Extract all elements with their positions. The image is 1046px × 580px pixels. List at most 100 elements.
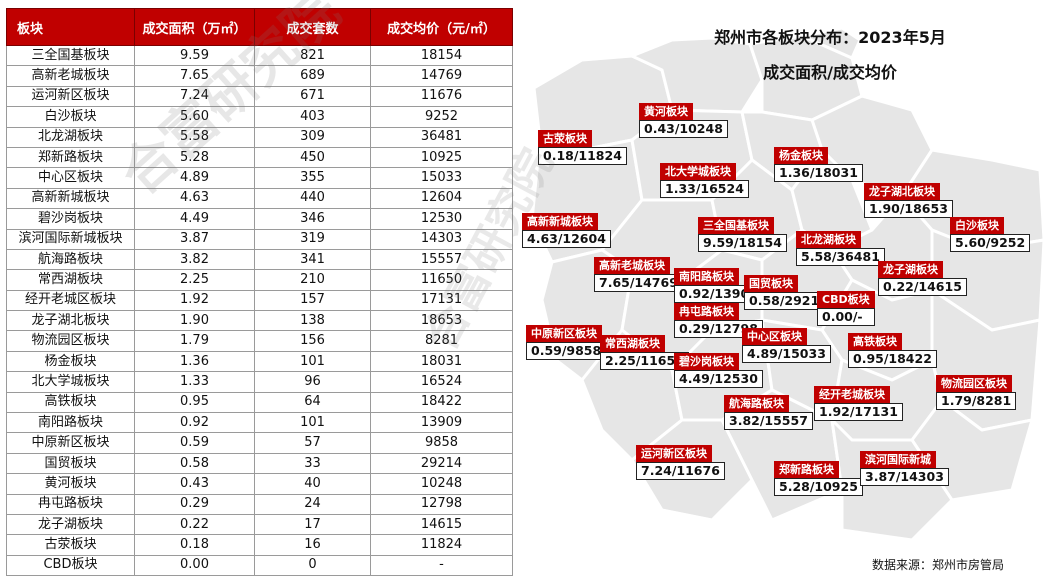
table-row: 高铁板块 0.95 64 18422 bbox=[6, 391, 513, 414]
table-row: 郑新路板块 5.28 450 10925 bbox=[6, 146, 513, 169]
table-row: 中原新区板块 0.59 57 9858 bbox=[6, 432, 513, 454]
map-label-value: 0.22/14615 bbox=[878, 278, 967, 296]
cell-price: 11650 bbox=[370, 269, 513, 291]
map-label-name: 冉屯路板块 bbox=[674, 303, 739, 320]
map-title: 郑州市各板块分布：2023年5月 bbox=[714, 28, 946, 47]
cell-price: 11824 bbox=[370, 534, 513, 556]
cell-area: 3.87 bbox=[134, 228, 255, 250]
map-label-name: 碧沙岗板块 bbox=[674, 353, 739, 370]
cell-sector: 国贸板块 bbox=[6, 452, 135, 475]
map-label-value: 4.49/12530 bbox=[674, 370, 763, 388]
cell-price: 12530 bbox=[370, 208, 513, 230]
cell-area: 1.79 bbox=[134, 330, 255, 352]
cell-area: 0.29 bbox=[134, 493, 255, 515]
cell-units: 156 bbox=[254, 330, 371, 352]
cell-price: 14769 bbox=[370, 65, 513, 87]
cell-area: 5.58 bbox=[134, 126, 255, 148]
cell-units: 403 bbox=[254, 106, 371, 128]
map-label-value: 4.63/12604 bbox=[522, 230, 611, 248]
sector-stats-table: 板块 成交面积（万㎡） 成交套数 成交均价（元/㎡） 三全国基板块 9.59 821… bbox=[6, 8, 513, 577]
map-label: 中心区板块 4.89/15033 bbox=[742, 325, 831, 363]
map-label-name: 白沙板块 bbox=[950, 217, 1004, 234]
cell-area: 4.89 bbox=[134, 167, 255, 189]
cell-units: 440 bbox=[254, 187, 371, 210]
cell-price: 10925 bbox=[370, 146, 513, 169]
table-row: 国贸板块 0.58 33 29214 bbox=[6, 452, 513, 475]
table-row: 滨河国际新城板块 3.87 319 14303 bbox=[6, 228, 513, 250]
cell-area: 5.60 bbox=[134, 106, 255, 128]
header-price: 成交均价（元/㎡） bbox=[370, 8, 513, 46]
cell-area: 0.00 bbox=[134, 554, 255, 577]
cell-price: 18031 bbox=[370, 350, 513, 373]
map-label-value: 0.95/18422 bbox=[848, 350, 937, 368]
cell-units: 355 bbox=[254, 167, 371, 189]
cell-price: 8281 bbox=[370, 330, 513, 352]
map-label: 经开老城板块 1.92/17131 bbox=[814, 383, 903, 421]
map-label-name: 滨河国际新城 bbox=[860, 451, 936, 468]
map-label-value: 0.00/- bbox=[817, 308, 875, 326]
cell-sector: 北大学城板块 bbox=[6, 371, 135, 393]
table-row: 常西湖板块 2.25 210 11650 bbox=[6, 269, 513, 291]
cell-sector: 高铁板块 bbox=[6, 391, 135, 414]
map-label: 航海路板块 3.82/15557 bbox=[724, 392, 813, 430]
cell-units: 33 bbox=[254, 452, 371, 475]
map-label: 古荥板块 0.18/11824 bbox=[538, 127, 627, 165]
cell-price: - bbox=[370, 554, 513, 577]
cell-units: 57 bbox=[254, 432, 371, 454]
map-label: 高新老城板块 7.65/14769 bbox=[594, 254, 683, 292]
map-label-value: 1.36/18031 bbox=[774, 164, 863, 182]
cell-price: 18653 bbox=[370, 310, 513, 332]
map-label-name: 黄河板块 bbox=[639, 103, 693, 120]
cell-sector: 杨金板块 bbox=[6, 350, 135, 373]
cell-units: 450 bbox=[254, 146, 371, 169]
map-label-value: 0.59/9858 bbox=[526, 342, 607, 360]
map-label: 龙子湖北板块 1.90/18653 bbox=[864, 180, 953, 218]
cell-units: 309 bbox=[254, 126, 371, 148]
cell-area: 1.90 bbox=[134, 310, 255, 332]
table-row: CBD板块 0.00 0- bbox=[6, 554, 513, 577]
map-district bbox=[800, 26, 862, 60]
map-label-name: 高铁板块 bbox=[848, 333, 902, 350]
map-label-name: 中原新区板块 bbox=[526, 325, 602, 342]
cell-units: 64 bbox=[254, 391, 371, 414]
map-label-value: 0.29/12798 bbox=[674, 320, 763, 338]
cell-units: 821 bbox=[254, 44, 371, 67]
cell-price: 9252 bbox=[370, 106, 513, 128]
table-row: 白沙板块 5.60 403 9252 bbox=[6, 106, 513, 128]
cell-units: 96 bbox=[254, 371, 371, 393]
map-label: 国贸板块 0.58/29214 bbox=[744, 272, 833, 310]
cell-sector: 碧沙岗板块 bbox=[6, 208, 135, 230]
map-label: 郑新路板块 5.28/10925 bbox=[774, 458, 863, 496]
cell-area: 7.24 bbox=[134, 85, 255, 108]
map-label-value: 5.60/9252 bbox=[950, 234, 1031, 252]
cell-area: 0.18 bbox=[134, 534, 255, 556]
cell-price: 18154 bbox=[370, 44, 513, 67]
map-label-value: 0.18/11824 bbox=[538, 147, 627, 165]
cell-sector: 古荥板块 bbox=[6, 534, 135, 556]
cell-units: 17 bbox=[254, 513, 371, 536]
cell-price: 13909 bbox=[370, 412, 513, 434]
map-label-value: 0.92/13909 bbox=[674, 285, 763, 303]
map-label: 冉屯路板块 0.29/12798 bbox=[674, 300, 763, 338]
map-label-value: 5.28/10925 bbox=[774, 478, 863, 496]
cell-area: 1.33 bbox=[134, 371, 255, 393]
cell-price: 9858 bbox=[370, 432, 513, 454]
header-area: 成交面积（万㎡） bbox=[134, 8, 255, 46]
cell-sector: 三全国基板块 bbox=[6, 44, 135, 67]
map-label-name: 航海路板块 bbox=[724, 395, 789, 412]
cell-price: 17131 bbox=[370, 289, 513, 312]
table-row: 杨金板块 1.36 101 18031 bbox=[6, 350, 513, 373]
cell-units: 671 bbox=[254, 85, 371, 108]
map-label-name: 常西湖板块 bbox=[600, 335, 665, 352]
cell-sector: 冉屯路板块 bbox=[6, 493, 135, 515]
table-row: 古荥板块 0.18 16 11824 bbox=[6, 534, 513, 556]
map-label-value: 3.87/14303 bbox=[860, 468, 949, 486]
map-label-name: 中心区板块 bbox=[742, 328, 807, 345]
table-row: 龙子湖板块 0.22 17 14615 bbox=[6, 513, 513, 536]
table-row: 三全国基板块 9.59 821 18154 bbox=[6, 44, 513, 67]
map-label: 杨金板块 1.36/18031 bbox=[774, 144, 863, 182]
map-label-value: 1.92/17131 bbox=[814, 403, 903, 421]
cell-area: 7.65 bbox=[134, 65, 255, 87]
table-row: 航海路板块 3.82 341 15557 bbox=[6, 248, 513, 271]
cell-sector: 滨河国际新城板块 bbox=[6, 228, 135, 250]
